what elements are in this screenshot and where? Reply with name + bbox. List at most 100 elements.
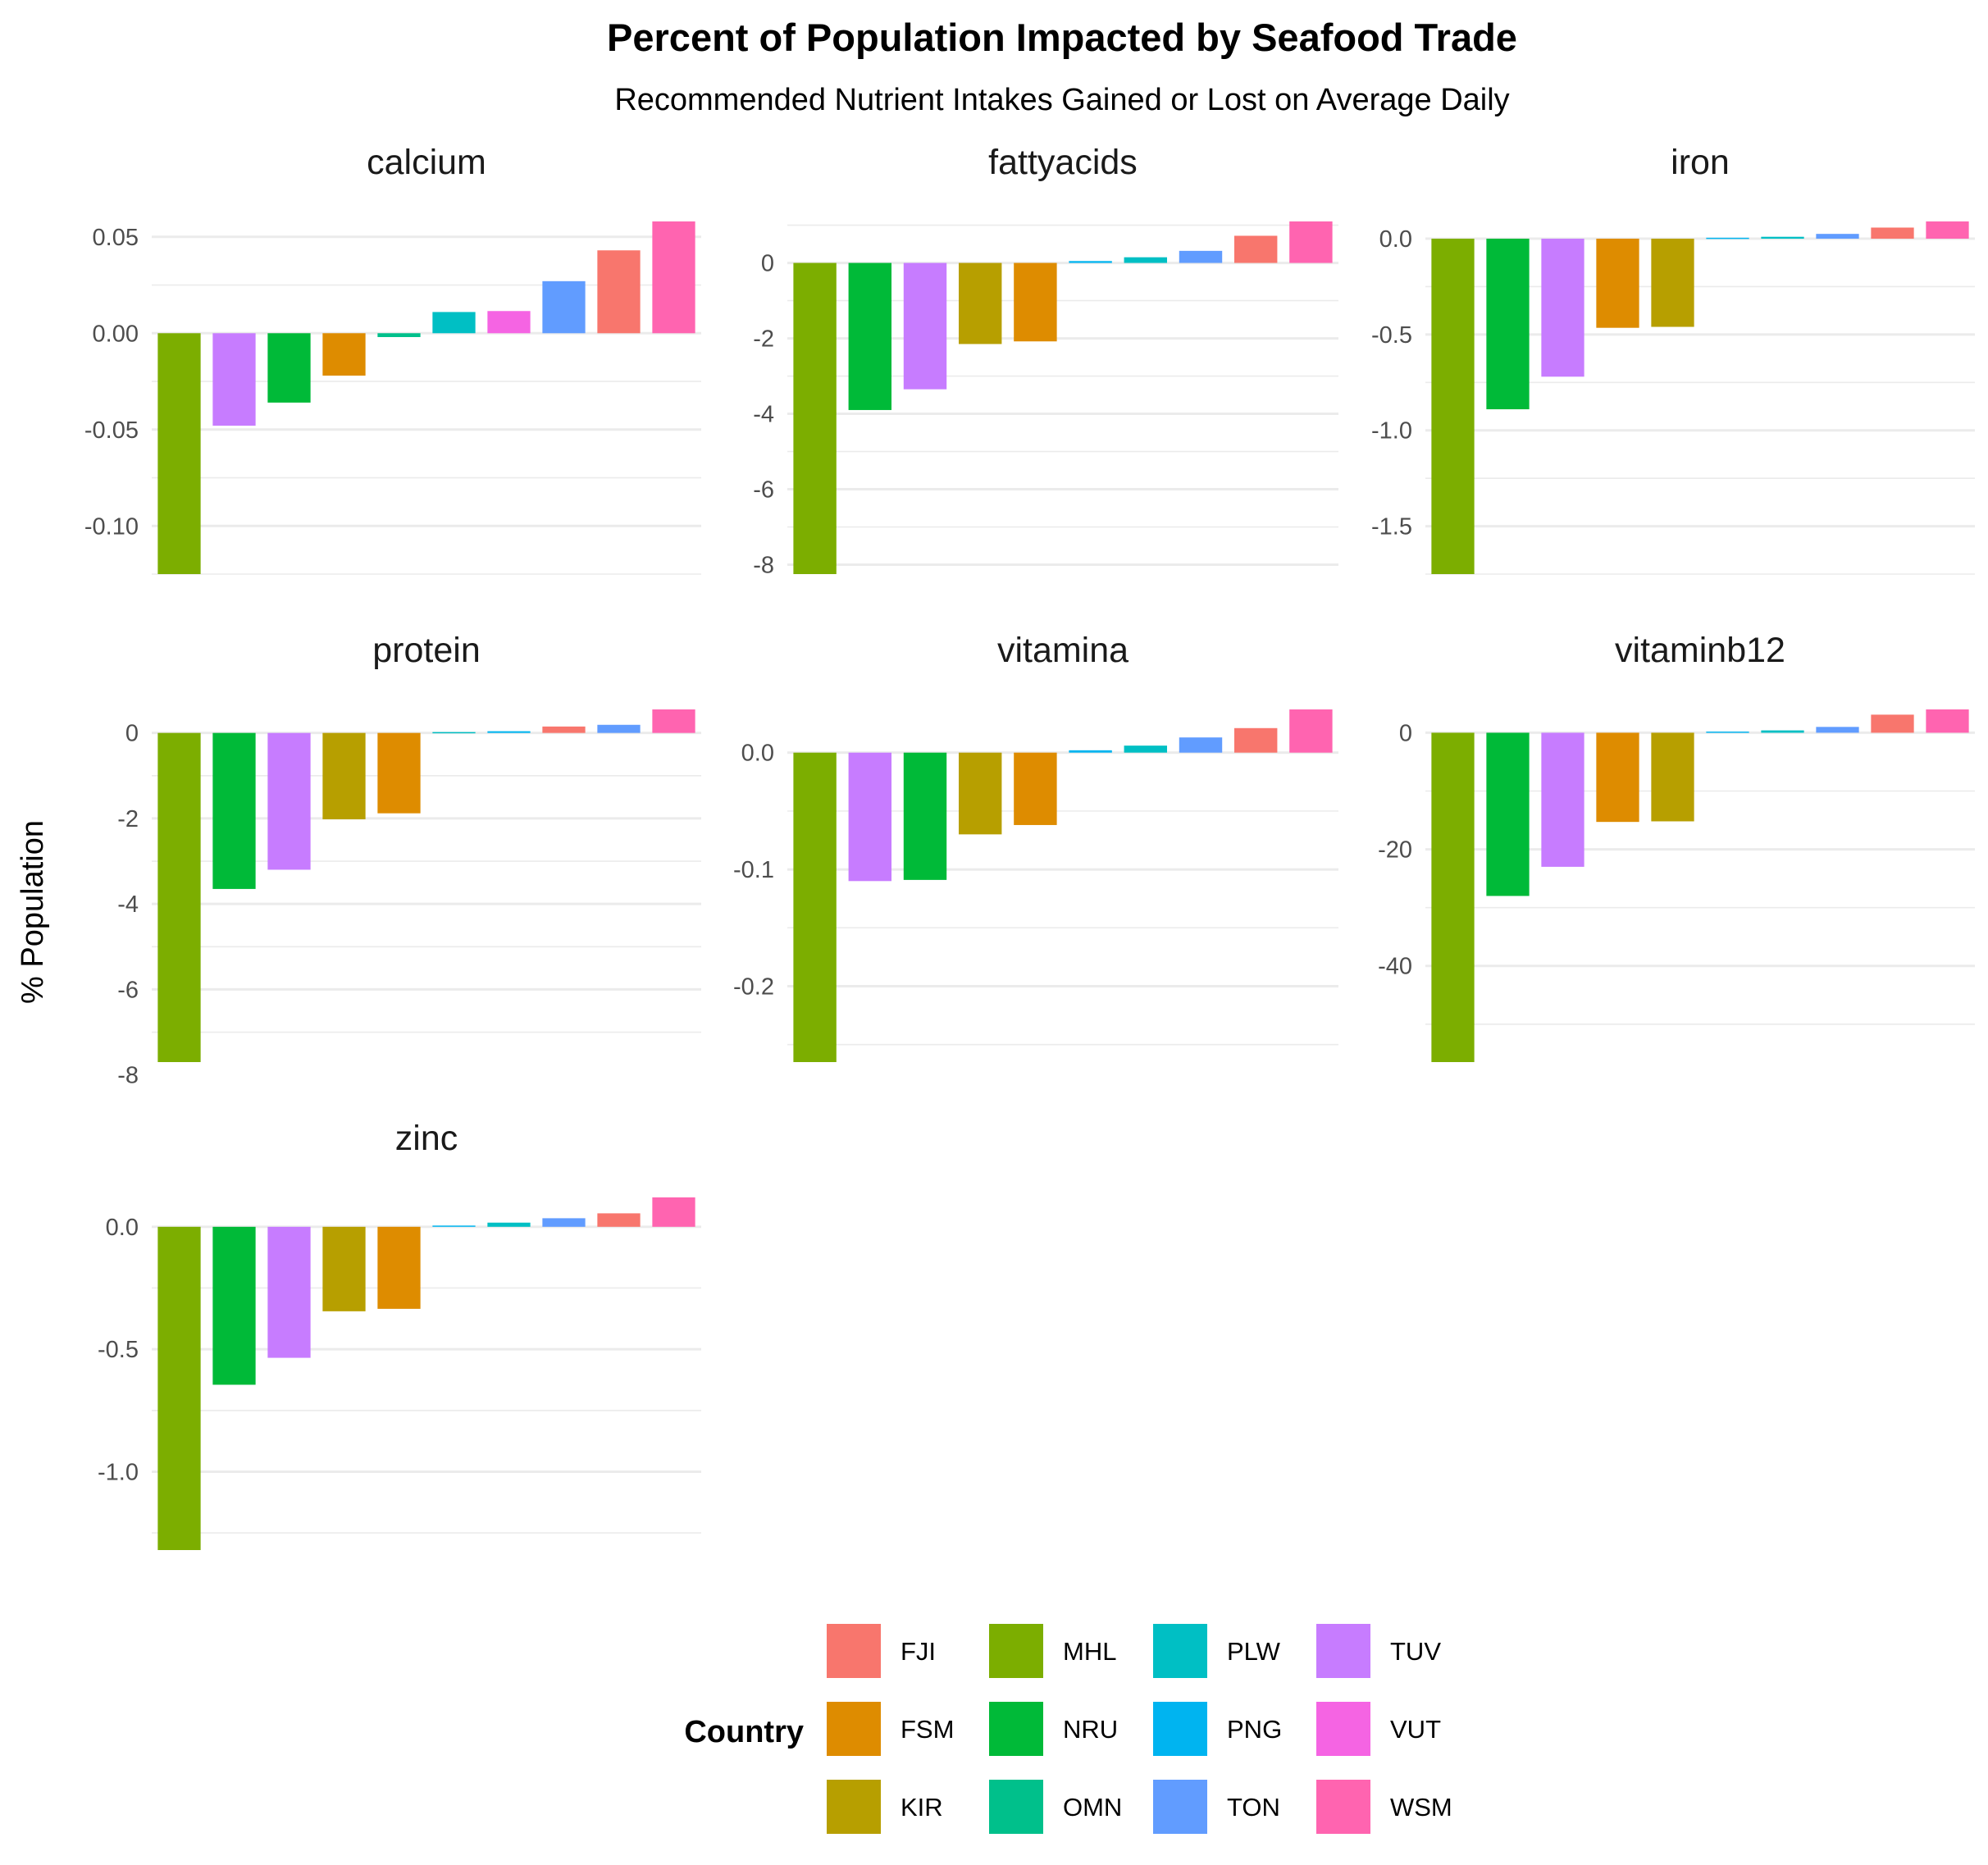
- bar-ton: [542, 1218, 586, 1227]
- bar-wsm: [652, 1197, 695, 1227]
- legend-item-tuv: TUV: [1316, 1624, 1441, 1678]
- y-tick-label: -0.05: [84, 417, 139, 444]
- bar-kir: [1651, 239, 1694, 327]
- y-axis-label: % Population: [16, 820, 50, 1004]
- bar-wsm: [1289, 709, 1333, 753]
- legend-item-fsm: FSM: [827, 1702, 954, 1756]
- bar-tuv: [212, 333, 256, 426]
- y-tick-label: -4: [117, 891, 139, 918]
- bar-png: [487, 731, 531, 733]
- legend-swatch: [1316, 1702, 1370, 1756]
- facet-strip-label: fattyacids: [988, 143, 1138, 182]
- facet-vitamina: vitamina 0.0 -0.1 -0.2: [733, 631, 1338, 1062]
- bar-nru: [1486, 239, 1530, 410]
- bar-wsm: [1289, 221, 1333, 263]
- facet-protein: protein 0 -2 -4 -6 -8: [117, 631, 701, 1089]
- bar-nru: [212, 732, 256, 889]
- bar-fji: [597, 250, 641, 334]
- legend-item-fji: FJI: [827, 1624, 936, 1678]
- facet-vitaminb12: vitaminb12 0 -20 -40: [1378, 631, 1975, 1062]
- legend-label: PLW: [1227, 1637, 1281, 1666]
- bar-tuv: [1541, 239, 1584, 377]
- legend: Country FJI FSM KIR MHL NRU OMN PLW PNG TON TUV VU…: [684, 1624, 1452, 1834]
- legend-label: NRU: [1063, 1715, 1118, 1744]
- bar-mhl: [157, 1226, 201, 1550]
- legend-swatch: [827, 1702, 881, 1756]
- legend-label: MHL: [1063, 1637, 1116, 1666]
- legend-swatch: [1153, 1702, 1207, 1756]
- bar-fji: [1233, 727, 1278, 753]
- facet-calcium: calcium 0.05 0.00 -0.05 -0.10: [84, 143, 701, 575]
- legend-label: WSM: [1390, 1793, 1452, 1822]
- chart-subtitle: Recommended Nutrient Intakes Gained or L…: [614, 83, 1509, 117]
- bar-tuv: [267, 1226, 311, 1358]
- bar-png: [1706, 732, 1749, 733]
- y-tick-label: -1.5: [1371, 514, 1412, 540]
- bar-wsm: [652, 709, 695, 733]
- bar-nru: [267, 333, 311, 403]
- y-tick-label: 0: [761, 251, 774, 277]
- legend-label: PNG: [1227, 1715, 1282, 1744]
- bar-plw: [432, 732, 476, 734]
- facet-fattyacids: fattyacids 0 -2 -4 -6 -8: [753, 143, 1338, 579]
- bar-fji: [1233, 235, 1278, 263]
- facet-strip-label: zinc: [395, 1119, 458, 1158]
- facet-strip-label: calcium: [367, 143, 486, 182]
- bar-kir: [322, 1226, 366, 1311]
- y-tick-label: -8: [117, 1063, 139, 1089]
- y-tick-label: -1.0: [98, 1459, 139, 1485]
- legend-item-kir: KIR: [827, 1780, 943, 1834]
- bar-omn: [377, 333, 421, 337]
- bar-png: [1069, 750, 1112, 753]
- bar-ton: [597, 724, 641, 733]
- bar-fsm: [1596, 732, 1639, 823]
- bar-plw: [1124, 257, 1168, 263]
- y-tick-label: 0: [125, 721, 139, 747]
- legend-label: FJI: [901, 1637, 936, 1666]
- y-tick-label: -0.5: [98, 1337, 139, 1363]
- bar-ton: [1816, 727, 1859, 733]
- y-tick-label: 0.0: [106, 1215, 139, 1241]
- bar-mhl: [793, 752, 837, 1062]
- bar-kir: [958, 752, 1002, 835]
- legend-label: TON: [1227, 1793, 1280, 1822]
- bar-png: [432, 1225, 476, 1227]
- bar-mhl: [793, 262, 837, 574]
- y-tick-label: 0.0: [1379, 226, 1412, 253]
- legend-title: Country: [684, 1715, 804, 1749]
- bar-mhl: [157, 333, 201, 574]
- legend-swatch: [1316, 1780, 1370, 1834]
- bar-png: [1706, 237, 1749, 239]
- bar-wsm: [652, 221, 695, 334]
- bar-fji: [597, 1213, 641, 1227]
- bar-ton: [1816, 234, 1859, 239]
- bar-fsm: [377, 1226, 421, 1309]
- y-tick-label: -0.1: [733, 857, 774, 883]
- legend-swatch: [989, 1780, 1043, 1834]
- bar-plw: [432, 312, 476, 334]
- bar-ton: [1179, 250, 1223, 263]
- y-tick-label: -4: [753, 402, 774, 428]
- bar-plw: [1761, 236, 1804, 239]
- legend-label: OMN: [1063, 1793, 1122, 1822]
- legend-item-mhl: MHL: [989, 1624, 1116, 1678]
- legend-swatch: [989, 1702, 1043, 1756]
- bar-fsm: [322, 333, 366, 376]
- bar-nru: [1486, 732, 1530, 896]
- bar-fsm: [377, 732, 421, 814]
- legend-swatch: [827, 1624, 881, 1678]
- legend-label: FSM: [901, 1715, 954, 1744]
- y-tick-label: -8: [753, 553, 774, 579]
- bar-mhl: [1431, 239, 1475, 574]
- bar-tuv: [267, 732, 311, 870]
- legend-item-png: PNG: [1153, 1702, 1282, 1756]
- bar-mhl: [1431, 732, 1475, 1062]
- bar-nru: [848, 262, 892, 410]
- bar-png: [1069, 261, 1112, 263]
- y-tick-label: -2: [753, 326, 774, 353]
- bar-plw: [1124, 746, 1168, 753]
- y-tick-label: 0.05: [93, 225, 139, 251]
- legend-item-ton: TON: [1153, 1780, 1280, 1834]
- y-tick-label: -40: [1378, 954, 1412, 980]
